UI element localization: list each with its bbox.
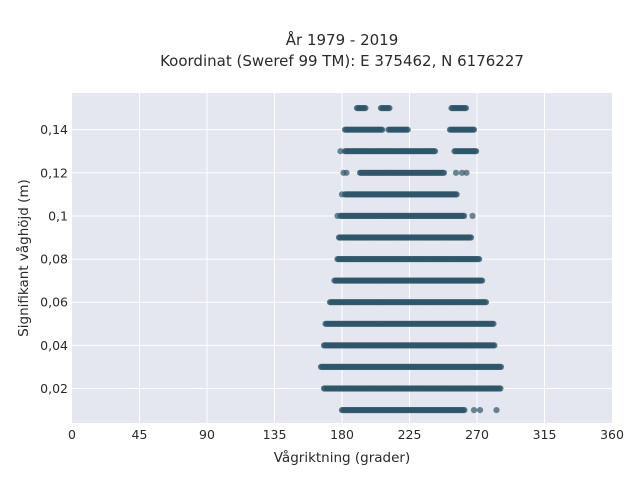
data-point (473, 148, 480, 155)
data-point (490, 320, 497, 327)
data-point (458, 169, 466, 176)
data-point (469, 212, 476, 219)
data-point (338, 191, 346, 198)
x-tick-label: 90 (199, 427, 215, 442)
y-tick-label: 0,1 (48, 208, 68, 223)
data-point (493, 407, 500, 414)
data-point (470, 407, 478, 414)
y-tick-label: 0,12 (40, 165, 68, 180)
x-tick-label: 270 (465, 427, 489, 442)
data-point (404, 126, 411, 133)
y-tick-labels: 0,02 0,04 0,06 0,08 0,1 0,12 0,14 (40, 122, 68, 396)
data-point (467, 234, 475, 241)
data-point (461, 212, 468, 219)
data-point (386, 105, 393, 112)
x-axis-label: Vågriktning (grader) (274, 449, 411, 466)
data-point (440, 169, 448, 176)
chart-title: År 1979 - 2019 (286, 30, 399, 49)
data-point (362, 105, 369, 112)
x-tick-label: 135 (263, 427, 287, 442)
data-point (491, 342, 498, 349)
y-axis-label: Signifikant våghöjd (m) (15, 179, 32, 337)
data-point (452, 169, 460, 176)
data-point (497, 363, 505, 370)
data-point (461, 407, 468, 414)
x-tick-label: 180 (330, 427, 354, 442)
x-tick-label: 45 (132, 427, 148, 442)
data-point (476, 256, 483, 263)
y-tick-label: 0,02 (40, 381, 68, 396)
x-tick-label: 315 (533, 427, 557, 442)
data-point (453, 191, 460, 198)
data-point (462, 105, 469, 112)
y-tick-label: 0,14 (40, 122, 68, 137)
data-point (497, 385, 504, 392)
x-tick-label: 225 (398, 427, 422, 442)
y-tick-label: 0,08 (40, 252, 68, 267)
scatter-points (317, 105, 505, 414)
chart-subtitle: Koordinat (Sweref 99 TM): E 375462, N 61… (160, 52, 524, 70)
x-tick-label: 0 (68, 427, 76, 442)
data-point (476, 407, 484, 414)
data-point (463, 169, 470, 176)
y-tick-label: 0,06 (40, 295, 68, 310)
data-point (482, 299, 490, 306)
data-point (470, 126, 478, 133)
x-tick-label: 360 (600, 427, 624, 442)
x-tick-labels: 0 45 90 135 180 225 270 315 360 (68, 427, 624, 442)
data-point (337, 148, 344, 155)
data-point (334, 212, 341, 219)
data-point (379, 126, 386, 133)
data-point (343, 169, 350, 176)
data-point (431, 148, 439, 155)
y-tick-label: 0,04 (40, 338, 68, 353)
data-point (479, 277, 486, 284)
